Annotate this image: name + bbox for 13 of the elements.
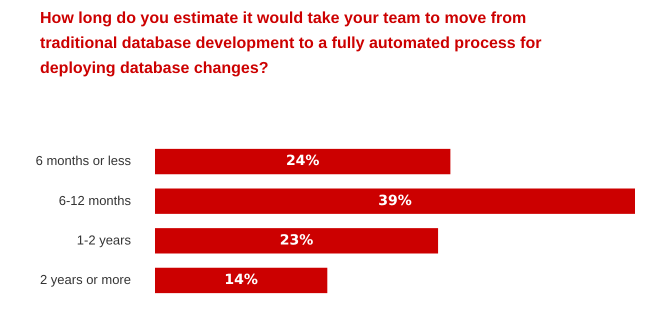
data-label: 23% — [280, 232, 314, 248]
data-label: 14% — [224, 272, 258, 288]
y-tick-label: 1-2 years — [76, 232, 132, 248]
bar — [155, 188, 635, 214]
y-tick-label: 6-12 months — [58, 192, 132, 208]
data-label: 39% — [378, 192, 412, 209]
bar — [155, 228, 438, 254]
data-label: 24% — [286, 153, 320, 170]
bar — [155, 148, 450, 174]
chart-title: How long do you estimate it would take your team to move from traditional database development to a fully automated process for deploying database changes? — [40, 9, 542, 79]
y-tick-label: 2 years or more — [40, 272, 131, 287]
bar — [155, 268, 328, 294]
y-tick-label: 6 months or less — [36, 153, 132, 168]
